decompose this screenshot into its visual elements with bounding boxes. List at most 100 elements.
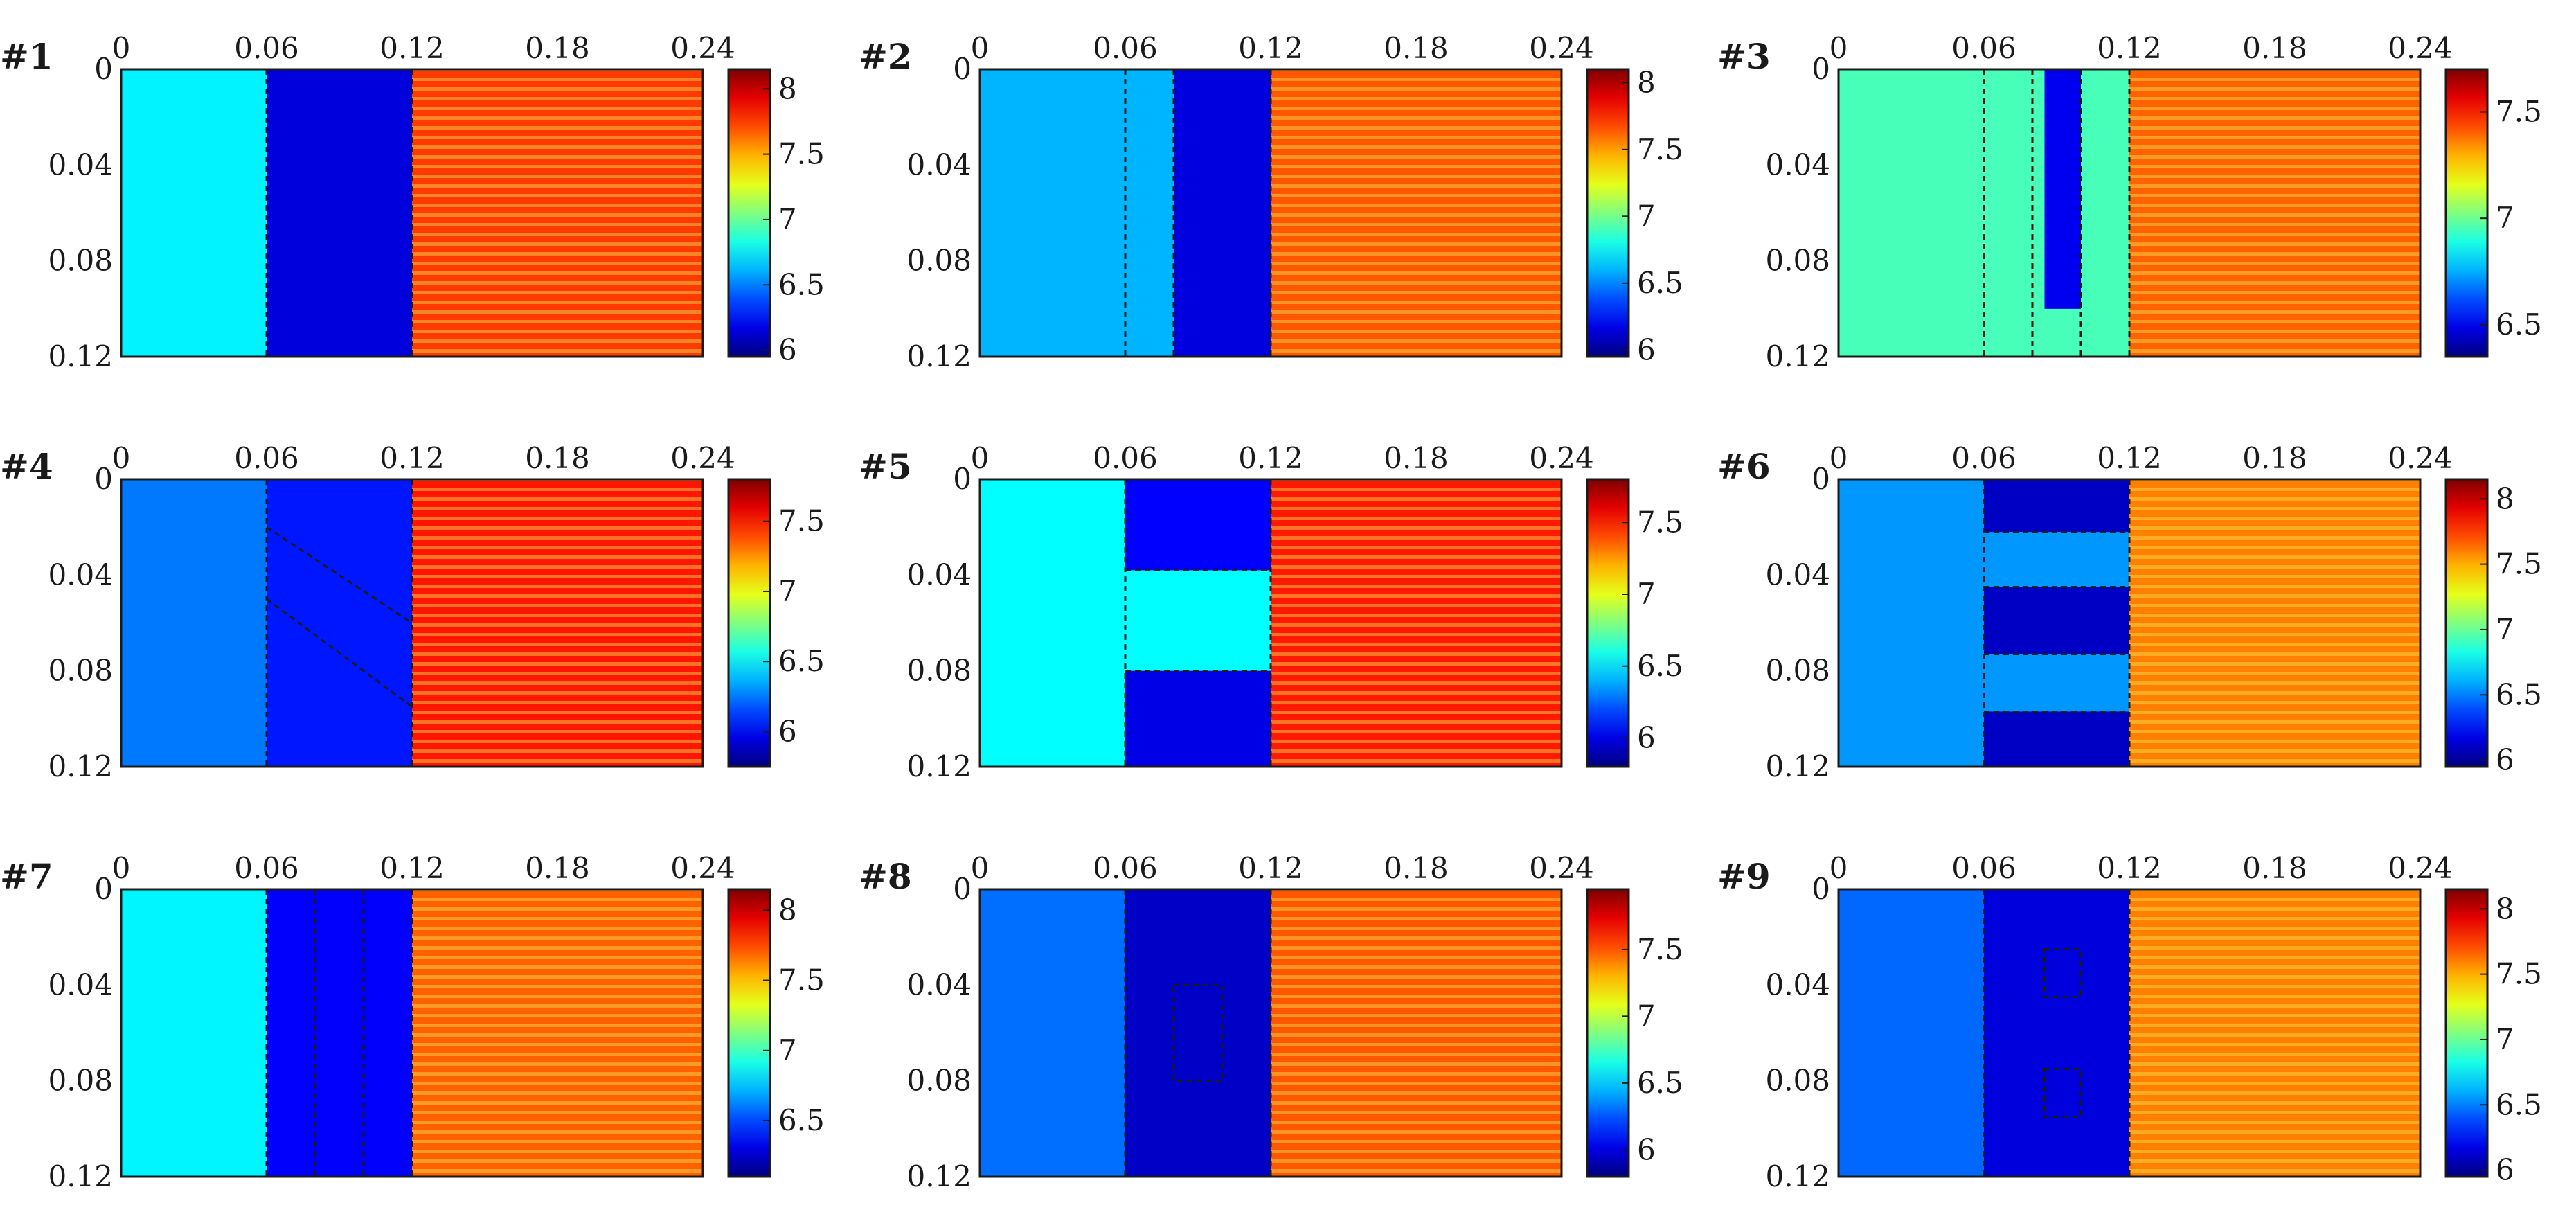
colorbar-tick-label: 6.5 xyxy=(778,644,825,678)
x-tick-label: 0 xyxy=(112,851,131,885)
colorbar-tick-label: 8 xyxy=(1637,65,1656,99)
panel-label: #8 xyxy=(859,856,912,897)
x-tick-label: 0.06 xyxy=(234,31,299,65)
heatmap-stripes xyxy=(2129,889,2420,1177)
colorbar-tick-label: 7 xyxy=(778,1033,797,1067)
x-tick-label: 0.06 xyxy=(1093,441,1158,475)
colorbar-tick-label: 6 xyxy=(1637,1132,1656,1166)
y-tick-label: 0.08 xyxy=(48,244,113,278)
heatmap-region xyxy=(1174,69,1271,357)
x-tick-label: 0.24 xyxy=(670,851,735,885)
y-tick-label: 0.12 xyxy=(1765,749,1830,783)
x-tick-label: 0 xyxy=(1830,441,1848,475)
colorbar-tick-label: 7 xyxy=(1637,999,1656,1033)
y-tick-label: 0.04 xyxy=(48,558,113,591)
heatmap-region xyxy=(267,479,412,767)
plot-frame xyxy=(120,68,704,358)
y-tick-label: 0 xyxy=(953,872,972,906)
heatmap-region xyxy=(980,889,1125,1177)
dashed-box xyxy=(2043,947,2082,999)
y-tick-label: 0.12 xyxy=(906,1159,972,1193)
heatmap-region xyxy=(267,889,412,1177)
y-tick-label: 0.04 xyxy=(1765,968,1830,1001)
dashed-box xyxy=(2043,1067,2082,1118)
heatmap-region xyxy=(1839,889,1984,1177)
x-tick-label: 0.18 xyxy=(2242,851,2307,885)
x-tick-label: 0.18 xyxy=(2242,31,2307,65)
y-tick-label: 0.08 xyxy=(1765,1064,1830,1098)
y-tick-label: 0 xyxy=(953,52,972,86)
colorbar-tick-label: 6 xyxy=(2496,743,2514,777)
colorbar-tick-label: 8 xyxy=(2496,891,2514,925)
x-tick-label: 0 xyxy=(112,441,131,475)
x-tick-label: 0.24 xyxy=(2388,441,2453,475)
heatmap-region xyxy=(1984,479,2129,533)
colorbar-tick-label: 7 xyxy=(778,574,797,608)
x-tick-label: 0.18 xyxy=(525,851,590,885)
heatmap-region xyxy=(121,69,267,357)
colorbar xyxy=(2444,478,2489,768)
plot-frame xyxy=(120,888,704,1178)
panel-1: #1 0 0.06 0.12 0.18 0.24 0 0.04 0.08 0.12 6 6.5 7 7.5… xyxy=(0,0,859,410)
x-tick-label: 0.12 xyxy=(2097,441,2162,475)
colorbar xyxy=(727,68,771,358)
heatmap-chart-8: 0 0.06 0.12 0.18 0.24 0 0.04 0.08 0.12 6 6.5 7 7.5 xyxy=(906,851,1683,1193)
x-tick-label: 0 xyxy=(971,31,990,65)
heatmap-region xyxy=(1984,587,2129,654)
y-tick-label: 0 xyxy=(94,872,113,906)
heatmap-chart-4: 0 0.06 0.12 0.18 0.24 0 0.04 0.08 0.12 6 6.5 7 7.5 xyxy=(48,441,825,783)
colorbar-tick-label: 7.5 xyxy=(2496,957,2542,991)
panel-label: #6 xyxy=(1717,446,1771,487)
panel-label: #4 xyxy=(0,446,53,487)
colorbar-tick-label: 8 xyxy=(778,71,797,105)
heatmap-chart-1: 0 0.06 0.12 0.18 0.24 0 0.04 0.08 0.12 6 6.5 7 7.5 8 xyxy=(48,31,824,373)
x-tick-label: 0.06 xyxy=(234,441,299,475)
x-tick-label: 0.24 xyxy=(1529,31,1594,65)
y-tick-label: 0.12 xyxy=(1765,1159,1830,1193)
plot-frame xyxy=(1837,888,2422,1178)
y-tick-label: 0.08 xyxy=(906,654,972,688)
colorbar xyxy=(1586,68,1630,358)
panel-5: #5 0 0.06 0.12 0.18 0.24 0 0.04 0.08 0.12 6 6.5 7 7.5 xyxy=(859,410,1717,820)
colorbar-tick-label: 7.5 xyxy=(1637,932,1683,966)
colorbar-tick-label: 7 xyxy=(778,202,797,236)
x-tick-label: 0.12 xyxy=(2097,31,2162,65)
panel-4: #4 0 0.06 0.12 0.18 0.24 0 0.04 0.08 0.12 6 6.5 7 7.5 xyxy=(0,410,859,820)
heatmap-stripes xyxy=(412,69,703,357)
heatmap-region xyxy=(121,889,267,1177)
heatmap-chart-7: 0 0.06 0.12 0.18 0.24 0 0.04 0.08 0.12 6.5 7 7.5 8 xyxy=(48,851,825,1193)
x-tick-label: 0.12 xyxy=(2097,851,2162,885)
plot-frame xyxy=(978,478,1563,768)
y-tick-label: 0.04 xyxy=(906,148,972,181)
x-tick-label: 0.12 xyxy=(1238,441,1303,475)
heatmap-chart-2: 0 0.06 0.12 0.18 0.24 0 0.04 0.08 0.12 6 6.5 7 7.5 8 xyxy=(906,31,1683,373)
colorbar-tick-label: 6 xyxy=(1637,721,1656,755)
colorbar-tick-label: 6.5 xyxy=(2496,677,2542,711)
colorbar xyxy=(2444,888,2489,1178)
colorbar-tick-label: 7 xyxy=(1637,199,1656,233)
colorbar-tick-label: 6.5 xyxy=(1637,649,1683,683)
colorbar xyxy=(727,478,771,768)
colorbar xyxy=(1586,888,1630,1178)
colorbar xyxy=(727,888,771,1178)
y-tick-label: 0 xyxy=(1812,52,1830,86)
x-tick-label: 0.18 xyxy=(525,31,590,65)
y-tick-label: 0.04 xyxy=(1765,148,1830,181)
colorbar-tick-label: 6 xyxy=(2496,1153,2514,1187)
y-tick-label: 0.12 xyxy=(48,339,113,373)
colorbar-tick-label: 7.5 xyxy=(778,963,825,997)
colorbar-tick-label: 7 xyxy=(2496,612,2514,646)
x-tick-label: 0.06 xyxy=(1093,851,1158,885)
x-tick-label: 0 xyxy=(971,441,990,475)
y-tick-label: 0 xyxy=(953,462,972,496)
heatmap-region xyxy=(1125,670,1271,767)
heatmap-chart-6: 0 0.06 0.12 0.18 0.24 0 0.04 0.08 0.12 6 6.5 7 7.5 8 xyxy=(1765,441,2542,783)
y-tick-label: 0.04 xyxy=(48,968,113,1001)
colorbar xyxy=(1586,478,1630,768)
colorbar-tick-label: 7.5 xyxy=(2496,547,2542,581)
heatmap-stripes xyxy=(1271,69,1562,357)
x-tick-label: 0.18 xyxy=(1384,31,1449,65)
heatmap-chart-9: 0 0.06 0.12 0.18 0.24 0 0.04 0.08 0.12 6 6.5 7 7.5 8 xyxy=(1765,851,2542,1193)
x-tick-label: 0.06 xyxy=(234,851,299,885)
colorbar-tick-label: 6 xyxy=(1637,332,1656,366)
